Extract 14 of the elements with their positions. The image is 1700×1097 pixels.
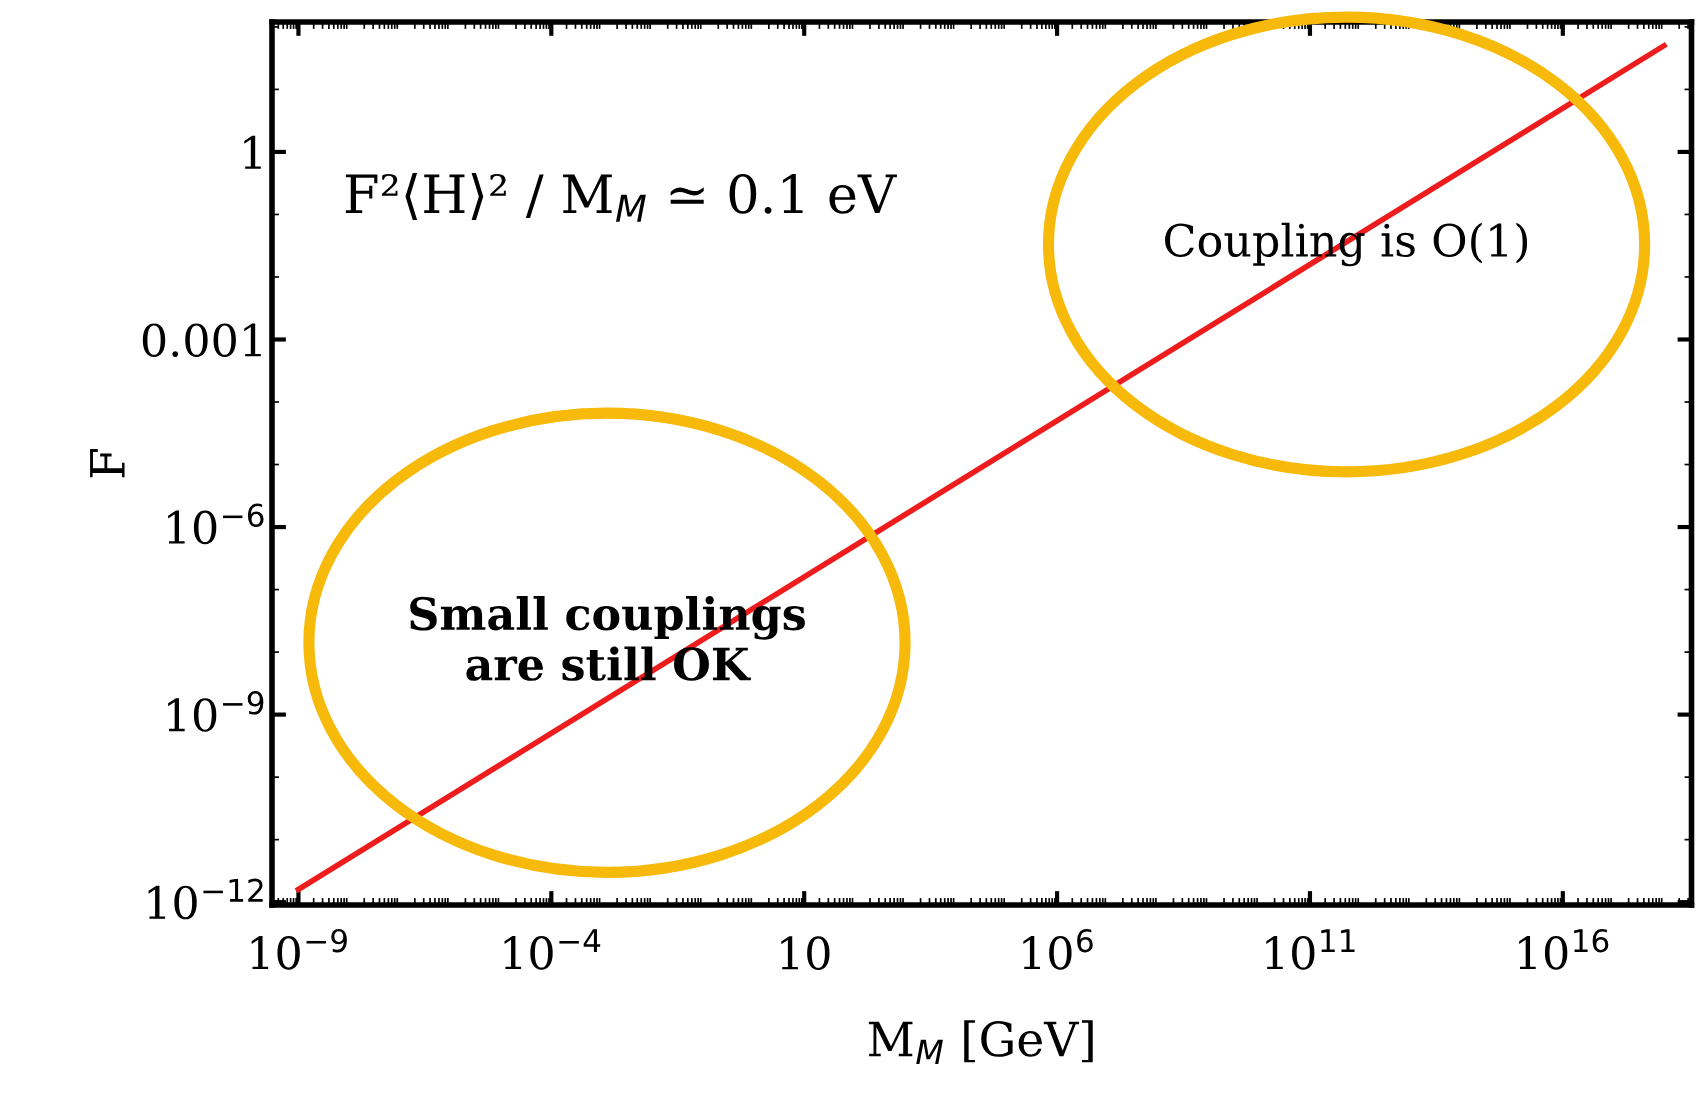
- x-tick-label: 10$^{6}$: [1023, 928, 1093, 970]
- x-tick-label: 10: [781, 936, 830, 970]
- x-axis-title: M$_{M}$ [GeV]: [868, 1020, 1093, 1064]
- x-tick-label: 10$^{−9}$: [251, 928, 347, 970]
- y-tick-label: 10$^{−12}$: [148, 878, 263, 920]
- x-tick-label: 10$^{−4}$: [504, 929, 601, 970]
- x-tick-label: 10$^{11}$: [1266, 929, 1355, 970]
- y-tick-label: 1: [244, 135, 261, 169]
- y-tick-label: 10$^{−6}$: [168, 503, 264, 545]
- x-tick-label: 10$^{16}$: [1519, 928, 1609, 970]
- y-axis-title: F: [90, 449, 125, 478]
- annotation: F²⟨H⟩² / M$_{M}$ ≃ 0.1 eV: [345, 173, 897, 222]
- y-tick-label: 0.001: [142, 323, 261, 358]
- y-tick-label: 10$^{−9}$: [168, 691, 264, 732]
